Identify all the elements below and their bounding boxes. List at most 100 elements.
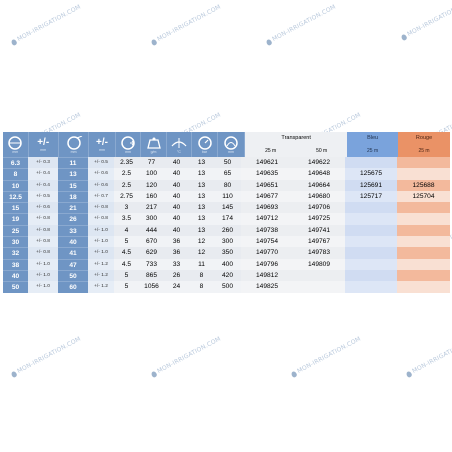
inner-diameter-icon [8, 135, 22, 150]
tolerance-inner-cell: +/- 0.8 [28, 236, 58, 248]
transparent-25m-cell: 149693 [241, 202, 293, 214]
bend-radius-header: mm [217, 132, 246, 157]
watermark-text: MON-IRRIGATION.COM [406, 0, 452, 38]
tolerance-label: +/- [96, 137, 108, 148]
wall-thickness-cell: 5 [114, 269, 139, 282]
rouge-group-header: Rouge 25 m [398, 132, 450, 157]
bleu-25m-cell [345, 224, 397, 237]
unit-label: mm [40, 148, 47, 152]
transparent-50m-cell: 149783 [293, 247, 345, 259]
table-row: 8 +/- 0.4 13 +/- 0.6 2.5 100 40 13 65 149635 14964… [3, 168, 450, 180]
watermark: MON-IRRIGATION.COM [400, 0, 452, 41]
temperature-cell: 40 [164, 168, 189, 180]
watermark-text: MON-IRRIGATION.COM [411, 335, 452, 375]
weight-cell: 670 [139, 236, 164, 248]
weight-cell: 865 [139, 269, 164, 282]
wall-thickness-cell: 2.35 [114, 157, 139, 169]
bleu-group-header: Bleu 25 m [347, 132, 399, 157]
bend-radius-cell: 350 [214, 247, 241, 259]
outer-diameter-cell: 11 [58, 157, 88, 169]
table-header: mm +/- mm mm +/- mm mm [3, 132, 450, 157]
pressure-cell: 13 [189, 213, 214, 225]
bleu-25m-cell [345, 281, 397, 293]
transparent-25m-cell: 149712 [241, 213, 293, 225]
transparent-25m-cell: 149812 [241, 269, 293, 282]
transparent-25m-label: 25 m [265, 148, 277, 154]
watermark-text: MON-IRRIGATION.COM [156, 3, 223, 43]
tolerance-inner-cell: +/- 0.4 [28, 179, 58, 191]
bend-radius-cell: 80 [214, 179, 241, 191]
drop-icon [405, 370, 413, 378]
inner-diameter-cell: 15 [3, 202, 28, 214]
rouge-25m-cell: 125688 [397, 179, 450, 191]
pressure-cell: 8 [189, 269, 214, 282]
temperature-cell: 40 [164, 213, 189, 225]
inner-diameter-cell: 50 [3, 281, 28, 293]
drop-icon [400, 33, 408, 41]
rouge-25m-cell [397, 202, 450, 214]
watermark: MON-IRRIGATION.COM [290, 335, 362, 378]
wall-thickness-cell: 5 [114, 236, 139, 248]
tolerance-inner-cell: +/- 0.8 [28, 213, 58, 225]
rouge-25m-cell [397, 157, 450, 169]
inner-diameter-cell: 32 [3, 247, 28, 259]
watermark: MON-IRRIGATION.COM [150, 335, 222, 378]
rouge-25m-cell [397, 236, 450, 248]
transparent-25m-cell: 149621 [241, 157, 293, 169]
wall-thickness-header: mm [115, 132, 142, 157]
watermark: MON-IRRIGATION.COM [10, 335, 82, 378]
tolerance-outer-header: +/- mm [89, 132, 116, 157]
unit-label: mm [12, 149, 19, 154]
pressure-cell: 12 [189, 236, 214, 248]
transparent-50m-cell: 149725 [293, 213, 345, 225]
wall-thickness-cell: 2.5 [114, 179, 139, 191]
rouge-25m-cell [397, 281, 450, 293]
wall-thickness-cell: 2.5 [114, 168, 139, 180]
tolerance-outer-cell: +/- 1.2 [88, 269, 114, 282]
pressure-cell: 13 [189, 179, 214, 191]
weight-cell: 629 [139, 247, 164, 259]
drop-icon [150, 38, 158, 46]
weight-cell: 217 [139, 202, 164, 214]
outer-diameter-cell: 33 [58, 224, 88, 237]
unit-label: mm [99, 148, 105, 152]
unit-label: bar [201, 149, 208, 154]
pressure-cell: 13 [189, 190, 214, 203]
pressure-cell: 13 [189, 224, 214, 237]
temperature-cell: 40 [164, 157, 189, 169]
tolerance-outer-cell: +/- 0.8 [88, 213, 114, 225]
table-row: 30 +/- 0.8 40 +/- 1.0 5 670 36 12 300 149754 14976… [3, 236, 450, 248]
inner-diameter-cell: 30 [3, 236, 28, 248]
watermark-text: MON-IRRIGATION.COM [271, 3, 338, 43]
bend-radius-cell: 260 [214, 224, 241, 237]
wall-thickness-cell: 3 [114, 202, 139, 214]
unit-label: °C [177, 149, 181, 154]
transparent-50m-cell: 149622 [293, 157, 345, 169]
outer-diameter-cell: 21 [58, 202, 88, 214]
bleu-25m-cell: 125675 [345, 168, 397, 180]
table-row: 12.5 +/- 0.5 18 +/- 0.7 2.75 160 40 13 110 149677… [3, 190, 450, 203]
transparent-50m-cell [293, 281, 345, 293]
temperature-header: °C [166, 132, 193, 157]
tolerance-outer-cell: +/- 0.6 [88, 179, 114, 191]
unit-label: mm [70, 149, 77, 154]
drop-icon [265, 38, 273, 46]
temperature-cell: 40 [164, 179, 189, 191]
wall-thickness-icon [121, 135, 135, 150]
tolerance-inner-cell: +/- 0.5 [28, 190, 58, 203]
outer-diameter-cell: 13 [58, 168, 88, 180]
transparent-50m-cell: 149741 [293, 224, 345, 237]
temperature-cell: 26 [164, 269, 189, 282]
wall-thickness-cell: 4.5 [114, 258, 139, 270]
bend-radius-cell: 110 [214, 190, 241, 203]
outer-diameter-header: mm [58, 132, 90, 157]
tolerance-inner-cell: +/- 1.0 [28, 258, 58, 270]
table-body: 6.3 +/- 0.3 11 +/- 0.5 2.35 77 40 13 50 149621 149… [3, 157, 450, 293]
weight-cell: 1056 [139, 281, 164, 293]
transparent-25m-cell: 149770 [241, 247, 293, 259]
transparent-50m-cell: 149648 [293, 168, 345, 180]
bleu-25m-cell [345, 202, 397, 214]
inner-diameter-cell: 8 [3, 168, 28, 180]
outer-diameter-cell: 26 [58, 213, 88, 225]
rouge-25m-cell [397, 269, 450, 282]
